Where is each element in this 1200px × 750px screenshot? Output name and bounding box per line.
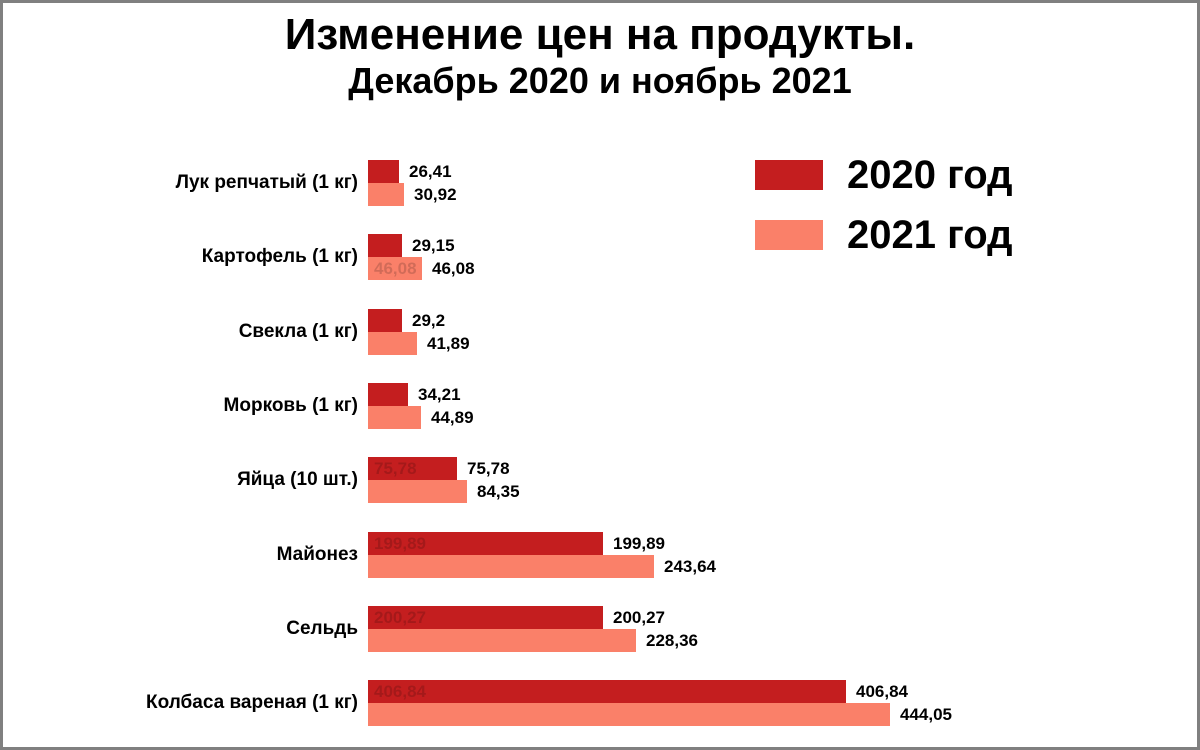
value-label-2020: 406,84: [856, 682, 908, 702]
chart-title: Изменение цен на продукты.: [284, 10, 916, 59]
bar-2020: [368, 308, 402, 332]
value-label-2020: 29,2: [412, 310, 446, 330]
value-label-2021: 243,64: [664, 556, 716, 576]
bar-2021: [368, 628, 636, 652]
ghost-value-label: 199,89: [374, 533, 426, 553]
plot-area: Лук репчатый (1 кг) 26,41 30,92 Картофель (…: [3, 160, 1197, 740]
bar-2021: [368, 183, 404, 206]
category-label: Картофель (1 кг): [201, 246, 358, 268]
category-row: Лук репчатый (1 кг) 26,41 30,92: [3, 160, 1197, 206]
value-label-2020: 199,89: [613, 533, 665, 553]
bar-group: 29,15 46,08 46,08: [368, 234, 1197, 281]
ghost-value-label: 46,08: [374, 259, 417, 279]
legend: 2020 год 2021 год: [755, 153, 1013, 280]
legend-entry-2021: 2021 год: [755, 213, 1013, 257]
category-label: Свекла (1 кг): [238, 320, 358, 342]
category-label: Яйца (10 шт.): [237, 469, 358, 491]
bar-2021: [368, 331, 417, 355]
legend-label-2021: 2021 год: [847, 213, 1013, 257]
value-label-2020: 29,15: [412, 236, 455, 256]
bar-2021: [368, 554, 654, 578]
value-label-2020: 34,21: [418, 384, 461, 404]
bar-2020: 200,27: [368, 605, 603, 629]
value-label-2021: 444,05: [900, 705, 952, 725]
ghost-value-label: 200,27: [374, 607, 426, 627]
value-label-2020: 200,27: [613, 607, 665, 627]
bar-2021: [368, 703, 890, 727]
bar-2021: [368, 480, 467, 504]
chart-subtitle: Декабрь 2020 и ноябрь 2021: [348, 60, 852, 102]
legend-entry-2020: 2020 год: [755, 153, 1013, 197]
ghost-value-label: 75,78: [374, 459, 417, 479]
value-label-2021: 84,35: [477, 482, 520, 502]
category-label: Лук репчатый (1 кг): [175, 172, 358, 193]
legend-label-2020: 2020 год: [847, 153, 1013, 197]
bar-group: 75,78 75,78 84,35: [368, 457, 1197, 504]
value-label-2021: 41,89: [427, 333, 470, 353]
bar-2021: 46,08: [368, 257, 422, 281]
bar-group: 200,27 200,27 228,36: [368, 605, 1197, 652]
category-label: Майонез: [276, 543, 358, 565]
category-row: Майонез 199,89 199,89 243,64: [3, 531, 1197, 578]
bar-group: 29,2 41,89: [368, 308, 1197, 355]
bar-2020: 75,78: [368, 457, 457, 481]
bar-2020: 406,84: [368, 680, 846, 704]
category-label: Сельдь: [286, 617, 358, 639]
category-row: Свекла (1 кг) 29,2 41,89: [3, 308, 1197, 355]
bar-group: 199,89 199,89 243,64: [368, 531, 1197, 578]
value-label-2020: 26,41: [409, 162, 452, 181]
category-row: Яйца (10 шт.) 75,78 75,78 84,35: [3, 457, 1197, 504]
bar-group: 34,21 44,89: [368, 382, 1197, 429]
ghost-value-label: 406,84: [374, 682, 426, 702]
bar-2020: [368, 160, 399, 183]
bar-group: 26,41 30,92: [368, 160, 1197, 206]
bar-2020: 199,89: [368, 531, 603, 555]
bar-2020: [368, 382, 408, 406]
bar-2021: [368, 405, 421, 429]
category-row: Морковь (1 кг) 34,21 44,89: [3, 382, 1197, 429]
value-label-2021: 44,89: [431, 407, 474, 427]
chart-header: Изменение цен на продукты. Декабрь 2020 …: [3, 10, 1197, 102]
category-row: Сельдь 200,27 200,27 228,36: [3, 605, 1197, 652]
legend-swatch-2020-icon: [755, 160, 823, 190]
value-label-2021: 46,08: [432, 259, 475, 279]
category-row: Колбаса вареная (1 кг) 406,84 406,84 444,05: [3, 680, 1197, 727]
bar-group: 406,84 406,84 444,05: [368, 680, 1197, 727]
bar-2020: [368, 234, 402, 258]
legend-swatch-2021-icon: [755, 220, 823, 250]
value-label-2021: 30,92: [414, 185, 457, 204]
category-row: Картофель (1 кг) 29,15 46,08 46,08: [3, 234, 1197, 281]
value-label-2021: 228,36: [646, 630, 698, 650]
value-label-2020: 75,78: [467, 459, 510, 479]
category-label: Морковь (1 кг): [223, 394, 358, 416]
category-label: Колбаса вареная (1 кг): [146, 692, 358, 714]
